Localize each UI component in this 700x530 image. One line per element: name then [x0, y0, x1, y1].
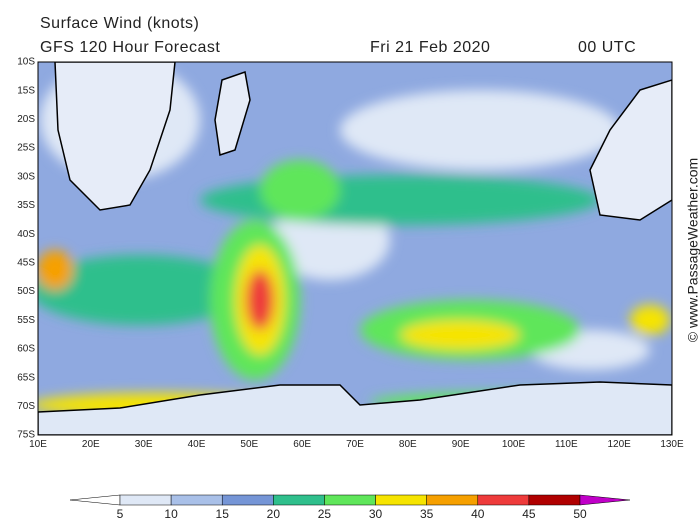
colorbar-label: 20 — [267, 507, 281, 521]
wind-field — [38, 62, 672, 435]
lon-label: 20E — [82, 439, 100, 450]
lat-label: 10S — [17, 57, 35, 68]
lon-label: 110E — [555, 439, 578, 450]
lat-label: 60S — [17, 344, 35, 355]
lat-label: 40S — [17, 229, 35, 240]
lon-label: 10E — [29, 439, 47, 450]
lon-label: 50E — [240, 439, 258, 450]
lon-label: 30E — [135, 439, 153, 450]
colorbar-segment — [528, 494, 581, 506]
lat-label: 35S — [17, 200, 35, 211]
colorbar-label: 25 — [318, 507, 332, 521]
colorbar-label: 5 — [117, 507, 124, 521]
colorbar-segment — [324, 494, 376, 506]
lon-label: 90E — [452, 439, 470, 450]
lon-label: 70E — [346, 439, 364, 450]
colorbar-high — [579, 494, 631, 506]
lon-label: 80E — [399, 439, 417, 450]
colorbar-segment — [221, 494, 274, 506]
subtitle: GFS 120 Hour Forecast — [40, 39, 220, 56]
lat-label: 30S — [17, 171, 35, 182]
colorbar-segment — [170, 494, 223, 506]
colorbar-label: 50 — [573, 507, 587, 521]
colorbar-segment — [477, 494, 530, 506]
lat-label: 20S — [17, 114, 35, 125]
colorbar-segment — [119, 494, 172, 506]
lon-label: 60E — [293, 439, 311, 450]
lat-label: 50S — [17, 286, 35, 297]
colorbar-label: 15 — [216, 507, 230, 521]
lon-label: 120E — [607, 439, 631, 450]
lat-label: 25S — [17, 143, 35, 154]
lon-label: 40E — [188, 439, 206, 450]
landmass — [38, 62, 672, 435]
colorbar-label: 35 — [420, 507, 434, 521]
forecast-time: 00 UTC — [578, 39, 636, 56]
colorbar-low — [69, 494, 121, 506]
lat-label: 75S — [17, 430, 35, 441]
forecast-date: Fri 21 Feb 2020 — [370, 39, 490, 56]
colorbar-label: 40 — [471, 507, 485, 521]
colorbar-segment — [426, 494, 479, 506]
colorbar-segment — [273, 494, 325, 506]
lat-label: 15S — [17, 85, 35, 96]
colorbar-segment — [375, 494, 427, 506]
credit: © www.PassageWeather.com — [685, 158, 700, 342]
lon-label: 100E — [502, 439, 526, 450]
colorbar-label: 45 — [522, 507, 536, 521]
colorbar-label: 30 — [369, 507, 383, 521]
title: Surface Wind (knots) — [40, 15, 199, 32]
lat-label: 45S — [17, 257, 35, 268]
lon-label: 130E — [660, 439, 684, 450]
lat-label: 65S — [17, 372, 35, 383]
lat-label: 70S — [17, 401, 35, 412]
map-frame — [37, 61, 673, 436]
lat-label: 55S — [17, 315, 35, 326]
colorbar-label: 10 — [164, 507, 178, 521]
